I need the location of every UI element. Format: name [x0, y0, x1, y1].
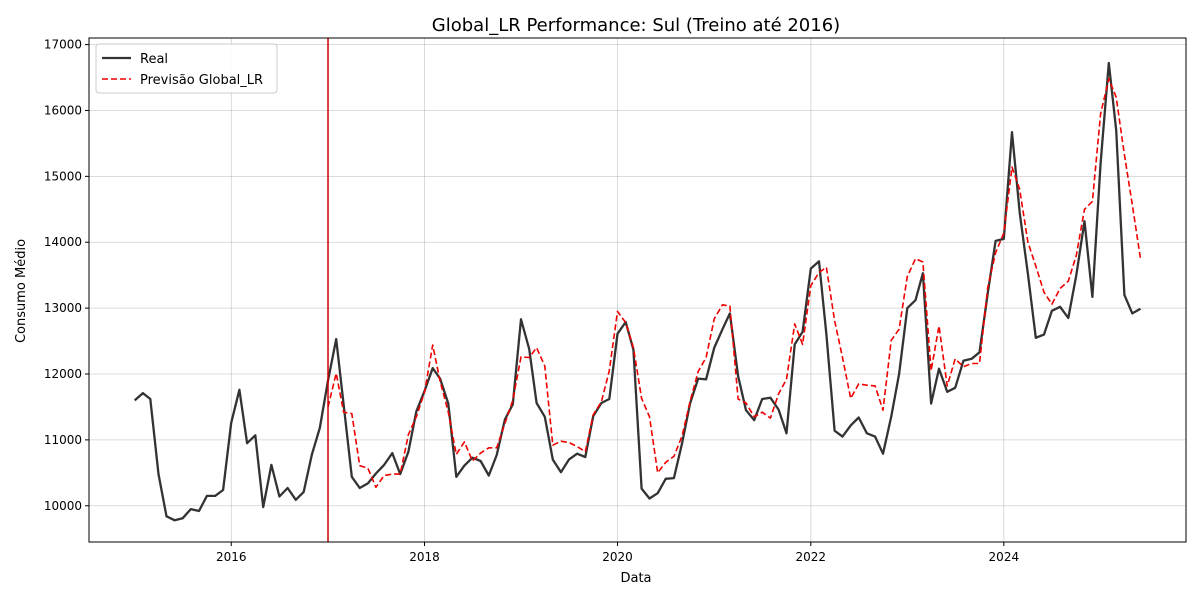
x-tick-label: 2024: [989, 550, 1020, 564]
y-tick-label: 12000: [44, 367, 82, 381]
y-tick-label: 13000: [44, 301, 82, 315]
grid: [89, 38, 1186, 542]
series-layer: [133, 61, 1142, 522]
legend-label-real: Real: [140, 52, 168, 67]
y-tick-label: 15000: [44, 169, 82, 183]
chart-title: Global_LR Performance: Sul (Treino até 2…: [432, 15, 840, 36]
x-tick-label: 2018: [409, 550, 440, 564]
legend: Real Previsão Global_LR: [95, 43, 278, 94]
y-tick-label: 17000: [44, 38, 82, 52]
series-real-line: [133, 61, 1142, 522]
x-tick-label: 2022: [796, 550, 827, 564]
x-tick-label: 2020: [602, 550, 633, 564]
y-tick-label: 14000: [44, 235, 82, 249]
series-forecast-line: [327, 78, 1142, 489]
x-tick-label: 2016: [216, 550, 247, 564]
legend-box: [95, 43, 278, 94]
axis-ticks: 2016 2018 2020 2022 2024 10000 11000 12000 13000…: [44, 38, 1019, 564]
legend-label-forecast: Previsão Global_LR: [140, 73, 263, 88]
y-tick-label: 10000: [44, 499, 82, 513]
y-tick-label: 16000: [44, 103, 82, 117]
x-axis-title: Data: [620, 571, 651, 586]
y-axis-title: Consumo Médio: [14, 239, 29, 343]
y-tick-label: 11000: [44, 433, 82, 447]
plot-area-frame: [88, 37, 1187, 543]
